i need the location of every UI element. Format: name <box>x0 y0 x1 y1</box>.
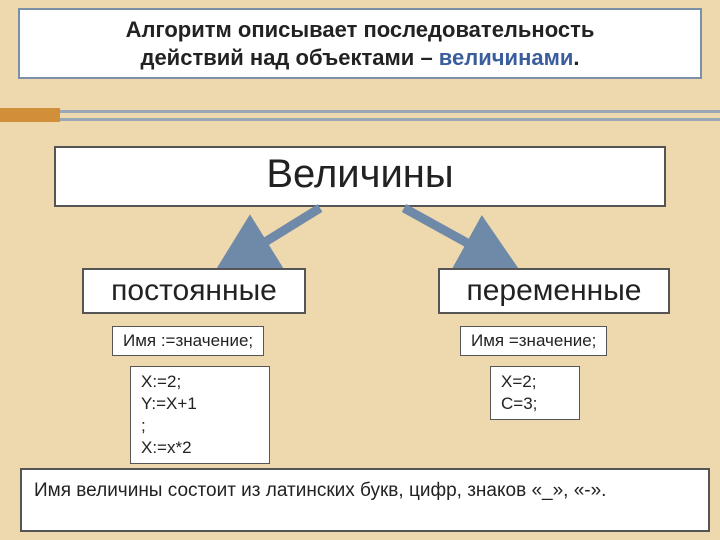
syntax-right: Имя =значение; <box>460 326 607 356</box>
arrow-to-right <box>404 208 498 260</box>
arrow-to-left <box>236 208 320 260</box>
branch-left: постоянные <box>82 268 306 314</box>
example-left: X:=2; Y:=X+1 ; X:=x*2 <box>130 366 270 464</box>
divider-accent-block <box>0 108 60 122</box>
title-accent-word: величинами <box>439 45 574 70</box>
diagram-arrows <box>0 202 720 272</box>
diagram-root: Величины <box>54 146 666 207</box>
syntax-left: Имя :=значение; <box>112 326 264 356</box>
example-right: X=2; C=3; <box>490 366 580 420</box>
title-line-2: действий над объектами – величинами. <box>30 44 690 72</box>
title-line-1: Алгоритм описывает последовательность <box>30 16 690 44</box>
divider-line-bottom <box>0 118 720 121</box>
divider-band <box>0 106 720 124</box>
title-line-2-pre: действий над объектами – <box>140 45 438 70</box>
branch-right: переменные <box>438 268 670 314</box>
divider-line-top <box>0 110 720 113</box>
title-line-2-post: . <box>573 45 579 70</box>
title-box: Алгоритм описывает последовательность де… <box>18 8 702 79</box>
footer-note: Имя величины состоит из латинских букв, … <box>20 468 710 532</box>
